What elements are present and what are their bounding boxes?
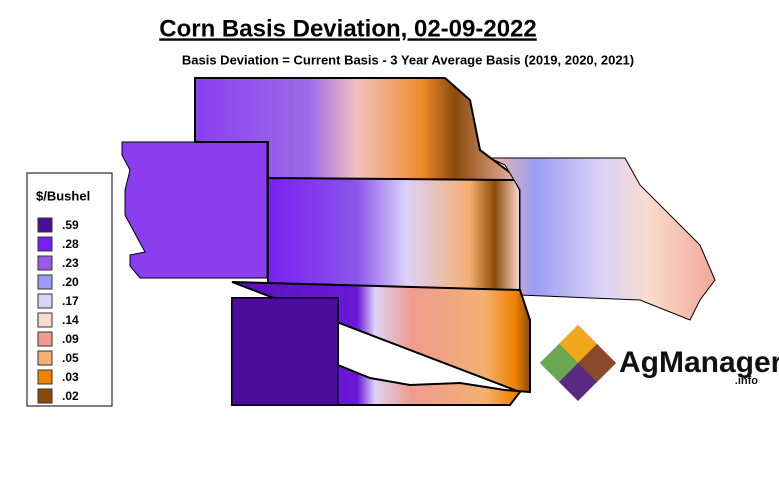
legend-label: .23: [62, 256, 79, 270]
logo-name: AgManager: [619, 346, 779, 379]
legend-swatch: [37, 388, 53, 404]
kansas: [267, 176, 521, 291]
legend-swatch: [37, 331, 53, 347]
legend-swatch: [37, 236, 53, 252]
legend-label: .17: [62, 294, 79, 308]
missouri: [489, 157, 716, 321]
subtitle: Basis Deviation = Current Basis - 3 Year…: [182, 52, 634, 67]
legend-swatch: [37, 350, 53, 366]
legend: $/Bushel .59 .28 .23 .20 .17 .14 .09 .05 .03 .02: [26, 172, 113, 407]
logo-suffix: .info: [735, 375, 758, 387]
legend-swatch: [37, 217, 53, 233]
legend-title: $/Bushel: [36, 188, 90, 203]
legend-swatch: [37, 369, 53, 385]
legend-label: .59: [62, 218, 79, 232]
legend-swatch: [37, 274, 53, 290]
map: [121, 77, 716, 406]
legend-label: .28: [62, 237, 79, 251]
legend-label: .02: [62, 389, 79, 403]
legend-label: .05: [62, 351, 79, 365]
texas-panhandle: [231, 297, 339, 406]
legend-label: .03: [62, 370, 79, 384]
legend-swatch: [37, 312, 53, 328]
legend-label: .14: [62, 313, 79, 327]
legend-label: .09: [62, 332, 79, 346]
legend-swatch: [37, 255, 53, 271]
legend-swatch: [37, 293, 53, 309]
logo-leaf: [540, 344, 578, 382]
title: Corn Basis Deviation, 02-09-2022: [159, 15, 537, 42]
colorado-region: [121, 141, 268, 279]
legend-label: .20: [62, 275, 79, 289]
legend-items: .59 .28 .23 .20 .17 .14 .09 .05 .03 .02: [37, 217, 79, 404]
logo-cow: [578, 344, 616, 382]
logo: AgManager .info: [540, 325, 779, 401]
